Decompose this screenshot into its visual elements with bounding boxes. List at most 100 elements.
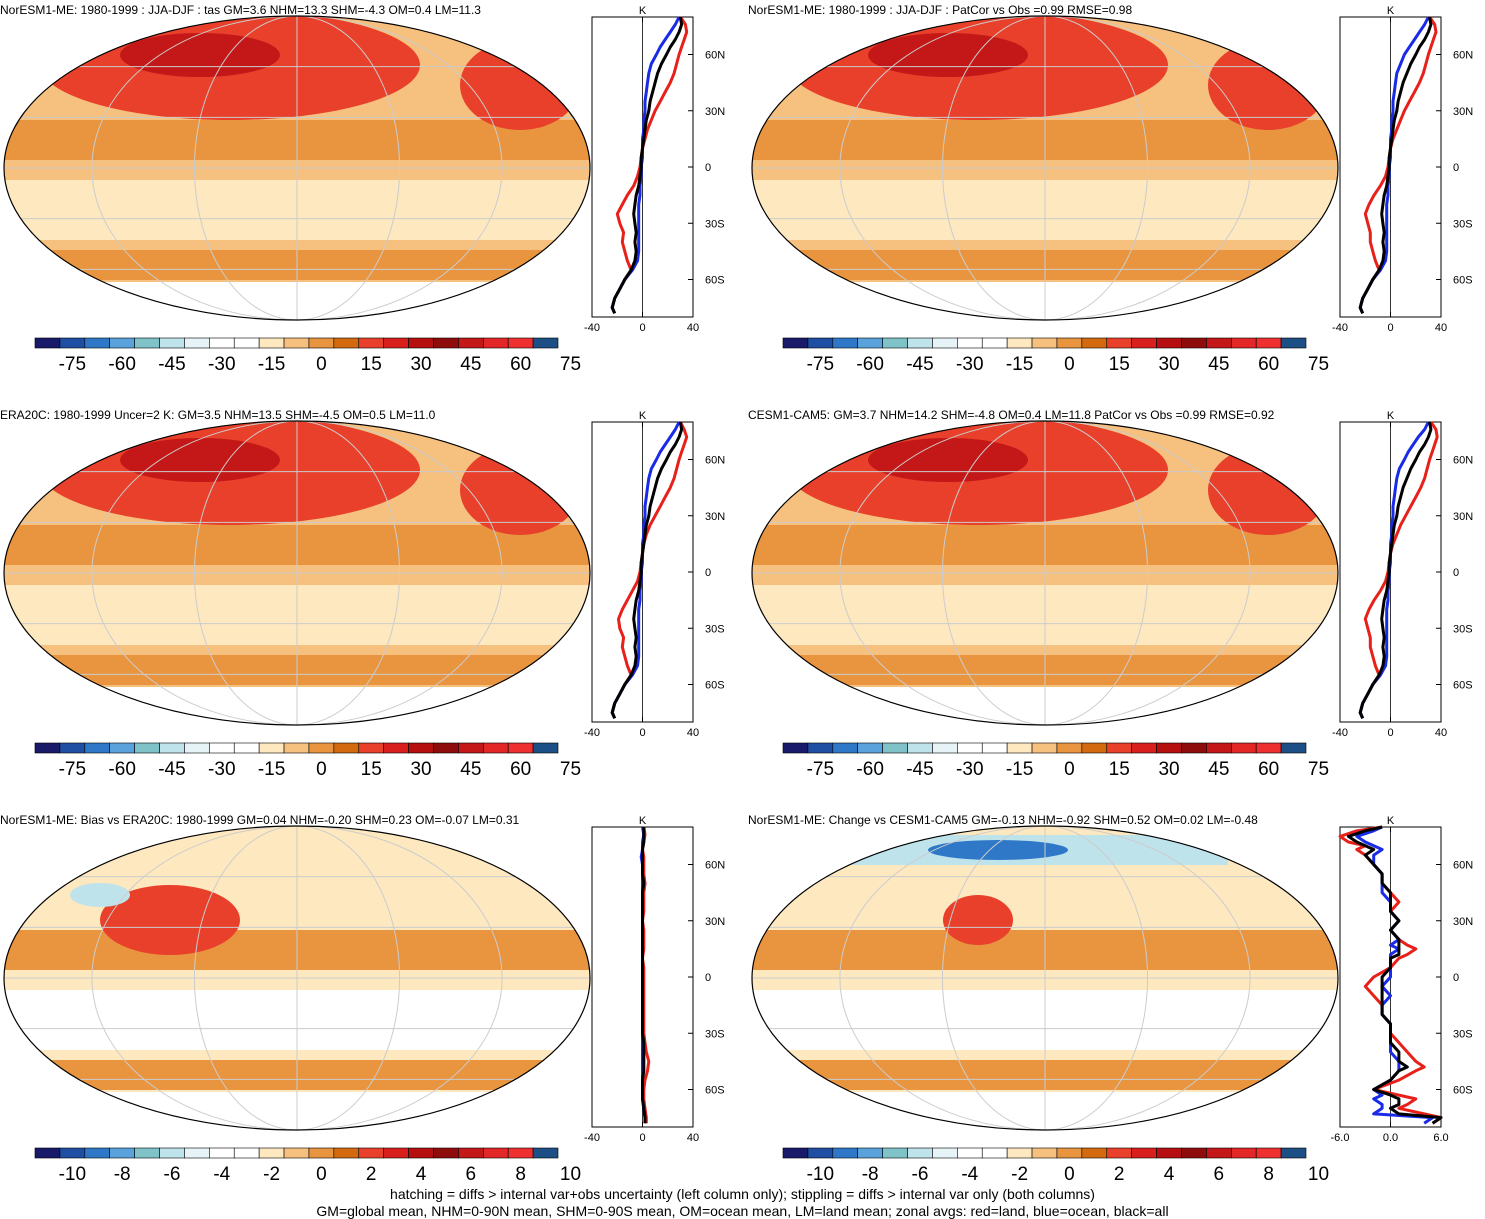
colorbar-swatch	[233, 1147, 260, 1159]
profile-ytick-label: 30S	[705, 623, 725, 635]
map-namerica-warm	[1208, 40, 1328, 130]
map-outline	[751, 420, 1339, 726]
profile-ytick-label: 0	[705, 567, 711, 579]
colorbar-swatch	[233, 742, 260, 754]
panel-2: NorESM1-ME: 1980-1999 : JJA-DJF : PatCor…	[748, 0, 1485, 405]
colorbar-label: -45	[158, 354, 185, 375]
colorbar-swatch	[109, 742, 135, 754]
colorbar-label: -60	[108, 354, 135, 375]
profile-series-all	[610, 16, 684, 314]
colorbar-label: -45	[158, 759, 185, 780]
profile-series-land	[610, 16, 689, 314]
map-siberia-hot	[120, 33, 280, 77]
colorbar-swatch	[1230, 742, 1257, 754]
colorbar-swatch	[408, 337, 434, 349]
colorbar-label: -45	[906, 759, 933, 780]
colorbar-label: 15	[1109, 354, 1130, 375]
profile-xtick-label: 40	[687, 322, 699, 334]
colorbar-swatch	[433, 337, 459, 349]
colorbar-label: 10	[1308, 1164, 1329, 1185]
colorbar-swatch	[283, 337, 310, 349]
profile-series-ocean	[1358, 16, 1430, 314]
colorbar-label: 30	[410, 759, 431, 780]
panel-svg: -10 -8 -6 -4 -2 0 2 4 6 8 10 K -6.0 0.0 6.0 60N 30N 0 30S 6…	[751, 815, 1473, 1185]
profile-xtick-label: 40	[1435, 322, 1447, 334]
colorbar-swatch	[308, 742, 335, 754]
colorbar-swatch	[1156, 1147, 1182, 1159]
profile-ytick-label: 0	[705, 162, 711, 174]
map-antarctica-band	[4, 282, 590, 320]
colorbar-label: -10	[807, 1164, 834, 1185]
panel-1: NorESM1-ME: 1980-1999 : JJA-DJF : tas GM…	[0, 0, 742, 405]
profile-ytick-label: 30S	[705, 1028, 725, 1040]
profile-xtick-label: -40	[1332, 727, 1348, 739]
colorbar-swatch	[458, 337, 484, 349]
colorbar-swatch	[882, 337, 908, 349]
colorbar-swatch	[1255, 742, 1282, 754]
colorbar-label: -45	[906, 354, 933, 375]
colorbar-label: -8	[114, 1164, 131, 1185]
colorbar-swatch	[1156, 337, 1182, 349]
map-siberia-hot	[868, 33, 1028, 77]
colorbar-label: 75	[560, 759, 581, 780]
profile-ytick-label: 30N	[1453, 511, 1473, 523]
colorbar-swatch	[1181, 742, 1207, 754]
map-antarctica-band	[752, 282, 1338, 320]
profile-series-ocean	[610, 16, 681, 314]
panel-svg: -75 -60 -45 -30 -15 0 15 30 45 60 75 K -40 0 40 60N 30N 0…	[751, 5, 1473, 375]
profile-xtick-label: 0.0	[1383, 1132, 1398, 1144]
colorbar-swatch	[1280, 742, 1307, 754]
map-field	[752, 826, 1338, 1130]
profile-xtick-label: 0	[1387, 322, 1393, 334]
colorbar-label: 60	[1258, 759, 1279, 780]
colorbar-swatch	[957, 337, 983, 349]
colorbar-swatch	[383, 1147, 409, 1159]
colorbar-label: -10	[59, 1164, 86, 1185]
colorbar-swatch	[258, 337, 285, 349]
profile-ytick-label: 60S	[1453, 275, 1473, 287]
profile-xtick-label: 0	[639, 322, 645, 334]
profile-unit-label: K	[639, 410, 647, 422]
profile-unit-label: K	[1387, 410, 1395, 422]
colorbar-swatch	[932, 337, 958, 349]
colorbar-swatch	[532, 1147, 559, 1159]
colorbar-label: -30	[208, 759, 235, 780]
profile-ytick-label: 60N	[1453, 860, 1473, 872]
colorbar-swatch	[832, 337, 859, 349]
colorbar-swatch	[308, 1147, 335, 1159]
colorbar-swatch	[507, 742, 534, 754]
colorbar-swatch	[59, 742, 86, 754]
colorbar-swatch	[1131, 1147, 1157, 1159]
colorbar-label: -60	[856, 354, 883, 375]
colorbar-swatch	[932, 742, 958, 754]
profile-ytick-label: 30N	[705, 106, 725, 118]
profile-ytick-label: 0	[1453, 972, 1459, 984]
profile-series-ocean	[1355, 825, 1435, 1125]
profile-series-all	[610, 421, 684, 719]
panel-title: NorESM1-ME: Change vs CESM1-CAM5 GM=-0.1…	[748, 813, 1258, 827]
colorbar-swatch	[1006, 1147, 1033, 1159]
profile-series-land	[1358, 16, 1438, 314]
colorbar-swatch	[333, 337, 360, 349]
colorbar: -75 -60 -45 -30 -15 0 15 30 45 60 75	[782, 337, 1329, 375]
colorbar-swatch	[433, 1147, 459, 1159]
profile-series-all	[641, 827, 647, 1124]
colorbar-swatch	[184, 1147, 210, 1159]
colorbar-label: -30	[956, 354, 983, 375]
profile-xtick-label: -40	[584, 322, 600, 334]
colorbar-swatch	[1206, 1147, 1232, 1159]
colorbar-swatch	[1206, 337, 1232, 349]
panel-3: ERA20C: 1980-1999 Uncer=2 K: GM=3.5 NHM=…	[0, 405, 742, 810]
colorbar-swatch	[358, 742, 384, 754]
colorbar-label: -6	[912, 1164, 929, 1185]
colorbar-swatch	[84, 742, 111, 754]
colorbar-label: -15	[258, 759, 285, 780]
profile-ytick-label: 60S	[705, 1085, 725, 1097]
colorbar-swatch	[408, 742, 434, 754]
profile-series-land	[1358, 421, 1439, 719]
profile-xtick-label: 6.0	[1433, 1132, 1448, 1144]
colorbar-swatch	[134, 742, 160, 754]
profile-ytick-label: 30S	[1453, 1028, 1473, 1040]
profile-series-ocean	[610, 421, 681, 719]
colorbar-swatch	[1280, 1147, 1307, 1159]
